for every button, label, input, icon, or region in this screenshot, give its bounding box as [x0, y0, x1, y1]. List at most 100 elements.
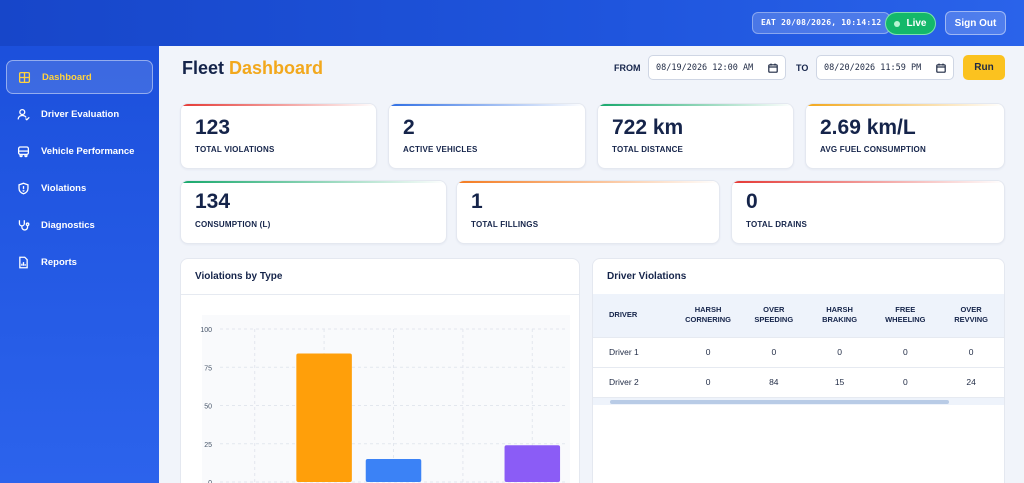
- y-tick-label: 0: [208, 480, 212, 483]
- stat-card-total-fillings: 1 TOTAL FILLINGS: [456, 180, 720, 244]
- card-accent-bar: [389, 104, 585, 106]
- cell-over-speeding: 0: [740, 336, 807, 367]
- stat-label: CONSUMPTION (L): [195, 220, 271, 229]
- calendar-icon[interactable]: [768, 63, 778, 73]
- top-bar: EAT 20/08/2026, 10:14:12 Live Sign Out: [0, 0, 1024, 46]
- violations-by-type-panel: Violations by Type 0255075100HarshCorner…: [180, 258, 580, 483]
- clock-display: EAT 20/08/2026, 10:14:12: [752, 12, 891, 34]
- column-header-harsh-braking[interactable]: HARSH BRAKING: [806, 294, 873, 337]
- bar-over-speeding[interactable]: [296, 353, 352, 482]
- driver-violations-panel: Driver Violations DRIVER HARSH CORNERING…: [592, 258, 1005, 483]
- column-header-harsh-cornering[interactable]: HARSH CORNERING: [675, 294, 741, 337]
- to-date-value: 08/20/2026 11:59 PM: [824, 62, 922, 73]
- from-date-value: 08/19/2026 12:00 AM: [656, 62, 754, 73]
- stethoscope-icon: [18, 219, 30, 231]
- driver-violations-table-wrap: DRIVER HARSH CORNERING OVER SPEEDING HAR…: [593, 294, 1004, 405]
- cell-driver: Driver 1: [593, 336, 676, 367]
- card-accent-bar: [732, 181, 1004, 183]
- stat-value: 722 km: [612, 116, 684, 139]
- stat-label: ACTIVE VEHICLES: [403, 145, 478, 154]
- stat-card-total-drains: 0 TOTAL DRAINS: [731, 180, 1005, 244]
- table-row: Driver 2 0 84 15 0 24: [593, 366, 1004, 397]
- cell-over-speeding: 84: [740, 366, 807, 397]
- bar-harsh-braking[interactable]: [365, 459, 422, 482]
- stat-value: 134: [195, 190, 231, 213]
- y-tick-label: 100: [200, 327, 212, 334]
- cell-harsh-cornering: 0: [675, 366, 741, 397]
- y-tick-label: 50: [204, 404, 212, 411]
- table-header-row: DRIVER HARSH CORNERING OVER SPEEDING HAR…: [593, 294, 1004, 337]
- cell-driver: Driver 2: [593, 366, 676, 397]
- from-date-input[interactable]: 08/19/2026 12:00 AM: [648, 55, 786, 80]
- stat-value: 1: [471, 190, 483, 213]
- card-accent-bar: [181, 104, 376, 106]
- table-row: Driver 1 0 0 0 0 0: [593, 336, 1004, 367]
- stat-label: TOTAL DISTANCE: [612, 145, 684, 154]
- truck-icon: [17, 145, 30, 157]
- sidebar-item-label: Reports: [41, 256, 77, 268]
- sidebar-item-diagnostics[interactable]: Diagnostics: [6, 208, 153, 242]
- panel-title: Driver Violations: [607, 271, 687, 282]
- calendar-icon[interactable]: [936, 63, 946, 73]
- cell-harsh-braking: 0: [806, 336, 873, 367]
- shield-icon: [18, 182, 29, 194]
- main-content: Fleet Dashboard FROM 08/19/2026 12:00 AM…: [159, 46, 1024, 483]
- card-accent-bar: [457, 181, 719, 183]
- page-title-accent: Dashboard: [229, 58, 324, 78]
- sidebar-item-dashboard[interactable]: Dashboard: [6, 60, 153, 94]
- stat-label: TOTAL FILLINGS: [471, 220, 539, 229]
- stat-card-total-distance: 722 km TOTAL DISTANCE: [597, 103, 794, 169]
- sidebar-item-driver-evaluation[interactable]: Driver Evaluation: [6, 97, 153, 131]
- card-accent-bar: [181, 181, 446, 183]
- panel-divider: [181, 294, 579, 295]
- bar-over-revving[interactable]: [504, 445, 561, 482]
- driver-violations-table: DRIVER HARSH CORNERING OVER SPEEDING HAR…: [593, 294, 1004, 397]
- sidebar: Dashboard Driver Evaluation Vehicle Perf…: [0, 46, 159, 483]
- stat-value: 2.69 km/L: [820, 116, 916, 139]
- cell-free-wheeling: 0: [872, 336, 939, 367]
- page-title-main: Fleet: [182, 58, 225, 78]
- sidebar-item-label: Violations: [41, 182, 87, 194]
- stat-value: 2: [403, 116, 415, 139]
- to-date-input[interactable]: 08/20/2026 11:59 PM: [816, 55, 954, 80]
- column-header-over-revving[interactable]: OVER REVVING: [938, 294, 1004, 337]
- run-button[interactable]: Run: [963, 55, 1005, 80]
- live-indicator[interactable]: Live: [885, 12, 936, 35]
- stat-value: 123: [195, 116, 231, 139]
- y-tick-label: 25: [204, 442, 212, 449]
- column-header-driver[interactable]: DRIVER: [593, 294, 676, 337]
- card-accent-bar: [598, 104, 793, 106]
- stat-card-consumption: 134 CONSUMPTION (L): [180, 180, 447, 244]
- cell-harsh-cornering: 0: [675, 336, 741, 367]
- sidebar-item-reports[interactable]: Reports: [6, 245, 153, 279]
- column-header-over-speeding[interactable]: OVER SPEEDING: [740, 294, 807, 337]
- stat-card-total-violations: 123 TOTAL VIOLATIONS: [180, 103, 377, 169]
- user-check-icon: [17, 108, 30, 121]
- from-label: FROM: [614, 63, 641, 73]
- sidebar-item-violations[interactable]: Violations: [6, 171, 153, 205]
- stat-card-avg-fuel: 2.69 km/L AVG FUEL CONSUMPTION: [805, 103, 1005, 169]
- sidebar-item-vehicle-performance[interactable]: Vehicle Performance: [6, 134, 153, 168]
- stat-value: 0: [746, 190, 758, 213]
- stat-label: TOTAL VIOLATIONS: [195, 145, 275, 154]
- y-tick-label: 75: [204, 365, 212, 372]
- sidebar-item-label: Diagnostics: [41, 219, 95, 231]
- to-label: TO: [796, 63, 809, 73]
- live-label: Live: [906, 18, 927, 29]
- sidebar-item-label: Dashboard: [42, 71, 92, 83]
- sidebar-item-label: Driver Evaluation: [41, 108, 120, 120]
- sidebar-item-label: Vehicle Performance: [41, 145, 135, 157]
- stat-card-active-vehicles: 2 ACTIVE VEHICLES: [388, 103, 586, 169]
- cell-harsh-braking: 15: [806, 366, 873, 397]
- column-header-free-wheeling[interactable]: FREE WHEELING: [872, 294, 939, 337]
- scrollbar-thumb[interactable]: [610, 400, 949, 404]
- live-dot-icon: [894, 20, 901, 27]
- cell-free-wheeling: 0: [872, 366, 939, 397]
- card-accent-bar: [806, 104, 1004, 106]
- horizontal-scrollbar[interactable]: [593, 397, 1004, 405]
- cell-over-revving: 0: [938, 336, 1004, 367]
- stat-label: AVG FUEL CONSUMPTION: [820, 145, 926, 154]
- page-title: Fleet Dashboard: [182, 58, 323, 79]
- grid-icon: [18, 71, 31, 83]
- sign-out-button[interactable]: Sign Out: [945, 11, 1006, 35]
